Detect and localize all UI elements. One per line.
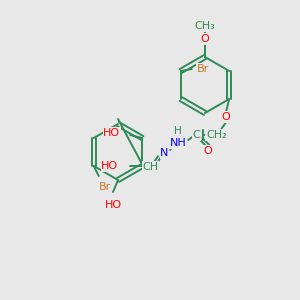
Text: N: N [160, 148, 168, 158]
Text: Br: Br [197, 64, 209, 74]
Text: CH₃: CH₃ [195, 21, 215, 31]
Text: O: O [201, 34, 209, 44]
Text: HO: HO [101, 161, 118, 171]
Text: O: O [204, 146, 213, 156]
Text: O: O [222, 112, 231, 122]
Text: HO: HO [103, 128, 120, 138]
Text: Br: Br [99, 182, 111, 192]
Text: CH: CH [142, 162, 158, 172]
Text: C: C [192, 130, 200, 140]
Text: CH₂: CH₂ [206, 130, 226, 140]
Text: HO: HO [104, 200, 122, 210]
Text: NH: NH [170, 138, 187, 148]
Text: H: H [174, 126, 182, 136]
